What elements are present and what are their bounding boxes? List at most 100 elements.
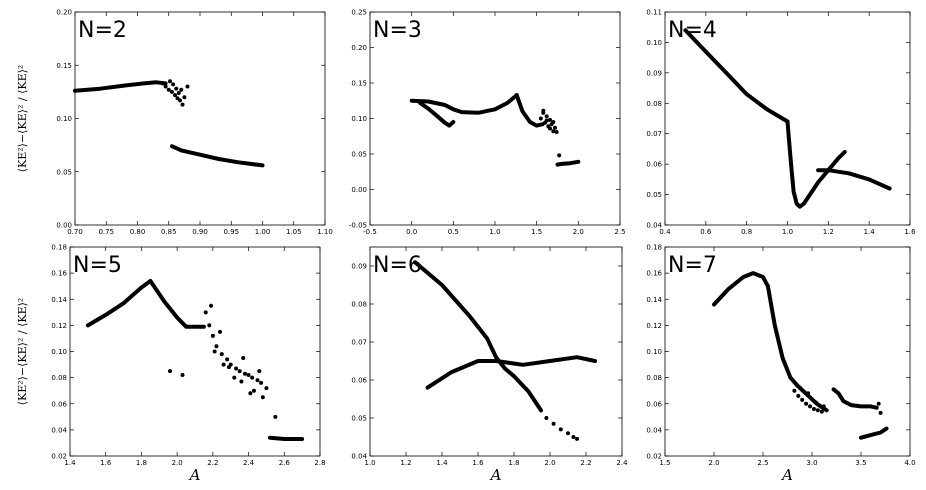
plot-frame <box>369 11 621 226</box>
y-tick-label: 0.10 <box>351 115 367 123</box>
x-tick-label: 2.6 <box>279 459 291 467</box>
scatter-point <box>544 416 549 420</box>
scatter-point <box>174 86 179 91</box>
plot-frame <box>74 11 326 226</box>
series-line-3 <box>514 93 545 128</box>
x-tick-label: 2.8 <box>314 459 325 467</box>
x-tick-label: 1.8 <box>136 459 147 467</box>
y-axis-label: ⟨KE²⟩−⟨KE⟩² / ⟨KE⟩² <box>16 298 29 406</box>
x-tick-label: 0.85 <box>161 228 177 236</box>
y-tick-label: 0.04 <box>646 222 662 230</box>
series-line-2 <box>169 144 265 168</box>
x-tick-label: 3.5 <box>855 459 866 467</box>
x-tick-label: 2.0 <box>172 459 183 467</box>
scatter-point <box>808 404 813 409</box>
x-tick-label: 0.75 <box>98 228 114 236</box>
y-tick-label: 0.14 <box>646 296 662 304</box>
series-line-2 <box>418 100 456 128</box>
scatter-point <box>798 386 803 391</box>
panel-title: N=2 <box>78 18 127 43</box>
plot-frame <box>69 246 321 457</box>
scatter-point <box>226 365 231 370</box>
scatter-point <box>203 310 208 315</box>
plot-frame <box>664 246 911 457</box>
x-tick-label: 2.2 <box>207 459 218 467</box>
scatter-point <box>173 93 177 98</box>
y-tick-label: -0.05 <box>349 222 367 230</box>
x-tick-label: 1.4 <box>436 459 448 467</box>
scatter-point <box>259 380 264 385</box>
x-tick-label: 1.0 <box>489 228 500 236</box>
panel-title: N=7 <box>668 253 717 278</box>
series-line-4 <box>555 159 581 167</box>
panel-6: 1.5 2.0 2.5 3.0 3.5 4.0 0.02 0.04 0.06 0.08 0.10 0.… <box>646 244 915 485</box>
y-tick-label: 0.04 <box>646 426 662 434</box>
x-tick-label: 2.4 <box>616 459 628 467</box>
scatter-point <box>182 95 187 100</box>
scatter-point <box>207 323 212 328</box>
scatter-point <box>554 129 559 134</box>
y-axis-label: ⟨KE²⟩−⟨KE⟩² / ⟨KE⟩² <box>16 65 29 173</box>
y-tick-label: 0.09 <box>351 263 367 271</box>
scatter-point <box>218 329 222 334</box>
scatter-point <box>160 81 165 86</box>
y-tick-label: 0.10 <box>51 348 67 356</box>
scatter-point <box>250 375 255 380</box>
y-tick-label: 0.10 <box>646 39 662 47</box>
y-tick-label: 0.00 <box>56 222 72 230</box>
x-tick-label: 1.0 <box>782 228 793 236</box>
x-tick-label: 0.80 <box>130 228 146 236</box>
y-tick-label: 0.12 <box>51 322 67 330</box>
scatter-point <box>219 352 224 357</box>
y-tick-label: 0.20 <box>56 9 72 17</box>
scatter-point <box>163 84 168 89</box>
scatter-point <box>179 87 184 92</box>
y-tick-label: 0.14 <box>51 296 67 304</box>
x-tick-label: 1.10 <box>317 228 333 236</box>
scatter-point <box>878 410 883 415</box>
x-tick-label: 2.5 <box>614 228 625 236</box>
scatter-point <box>796 393 801 398</box>
scatter-point <box>237 369 242 374</box>
scatter-point <box>239 379 244 384</box>
scatter-point <box>243 371 247 376</box>
series-line-2 <box>785 119 847 209</box>
scatter-point <box>185 84 190 89</box>
y-tick-label: 0.06 <box>646 400 662 408</box>
y-tick-label: 0.12 <box>646 322 662 330</box>
x-tick-label: 2.0 <box>573 228 584 236</box>
scatter-point <box>180 373 185 378</box>
scatter-point <box>180 102 185 107</box>
y-tick-label: 0.15 <box>351 80 367 88</box>
x-tick-label: 4.0 <box>904 459 915 467</box>
scatter-point <box>232 375 237 380</box>
x-tick-label: 0.5 <box>448 228 459 236</box>
scatter-point <box>209 303 214 308</box>
scatter-point <box>792 388 797 393</box>
x-tick-label: 2.4 <box>243 459 255 467</box>
x-tick-label: 1.5 <box>659 459 670 467</box>
x-tick-label: 1.6 <box>472 459 484 467</box>
scatter-point <box>168 369 172 374</box>
y-tick-label: 0.00 <box>351 186 367 194</box>
y-tick-label: 0.09 <box>646 69 662 77</box>
panel-title: N=3 <box>373 18 422 43</box>
x-tick-label: 1.4 <box>864 228 876 236</box>
series-line-4 <box>831 387 879 410</box>
y-tick-label: 0.08 <box>351 301 367 309</box>
y-tick-label: 0.06 <box>51 400 67 408</box>
x-tick-label: 1.5 <box>531 228 542 236</box>
scatter-point <box>257 369 262 374</box>
scatter-point <box>819 409 824 414</box>
y-tick-label: 0.06 <box>351 377 367 385</box>
x-tick-label: 1.6 <box>904 228 916 236</box>
y-tick-label: 0.08 <box>646 100 662 108</box>
scatter-point <box>260 395 265 400</box>
x-tick-label: 0.95 <box>223 228 239 236</box>
series-line-1 <box>409 93 519 115</box>
y-tick-label: 0.15 <box>56 62 72 70</box>
y-tick-label: 0.16 <box>646 270 662 278</box>
scatter-point <box>813 400 818 405</box>
scatter-point <box>178 98 182 103</box>
scatter-point <box>273 414 278 419</box>
